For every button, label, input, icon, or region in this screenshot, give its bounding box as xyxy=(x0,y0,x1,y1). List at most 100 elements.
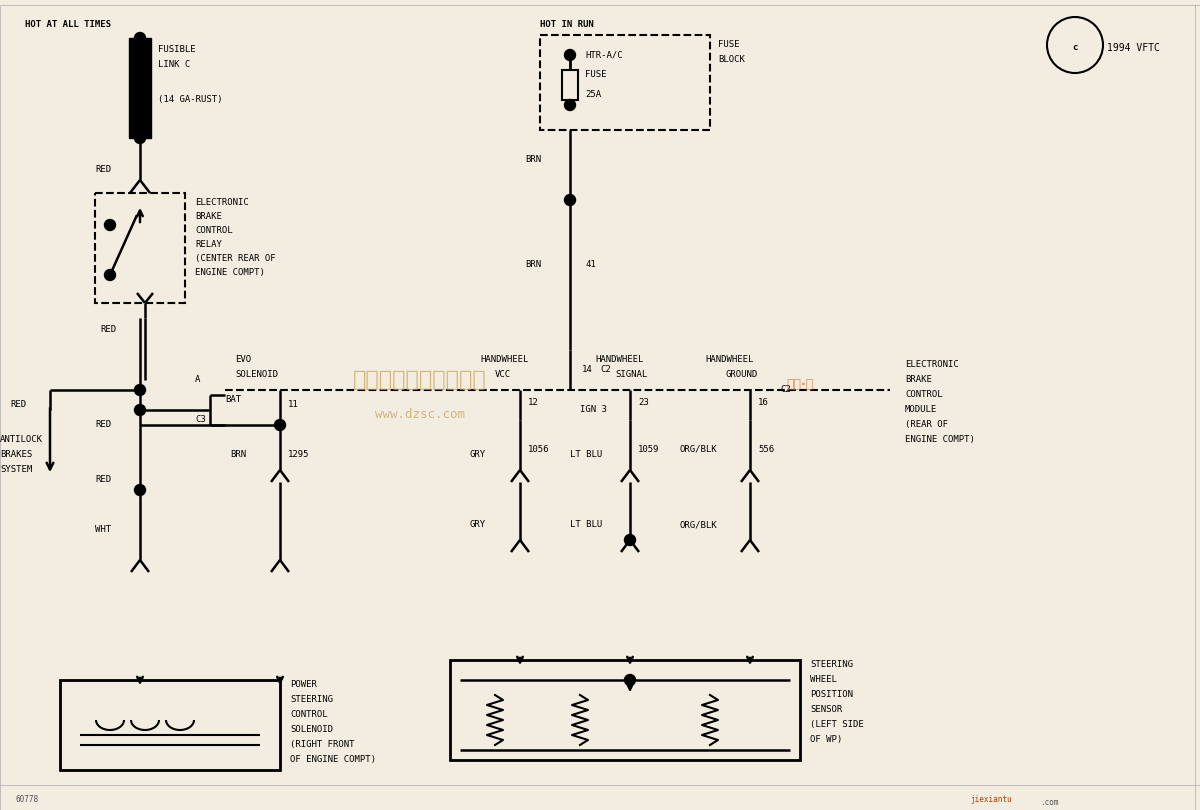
Text: HOT AT ALL TIMES: HOT AT ALL TIMES xyxy=(25,20,112,29)
Circle shape xyxy=(134,32,145,44)
Text: ANTILOCK: ANTILOCK xyxy=(0,435,43,444)
Circle shape xyxy=(564,100,576,110)
Text: RED: RED xyxy=(95,420,112,429)
Text: ENGINE COMPT): ENGINE COMPT) xyxy=(194,268,265,277)
Text: HANDWHEEL: HANDWHEEL xyxy=(595,355,643,364)
Text: RED: RED xyxy=(95,475,112,484)
Text: 1994 VFTC: 1994 VFTC xyxy=(1108,43,1160,53)
Bar xyxy=(540,35,710,130)
Circle shape xyxy=(564,49,576,61)
Text: BRAKES: BRAKES xyxy=(0,450,32,459)
Text: .com: .com xyxy=(1040,798,1058,807)
Text: MODULE: MODULE xyxy=(905,405,937,414)
Circle shape xyxy=(564,194,576,206)
Text: C3: C3 xyxy=(194,415,205,424)
Text: EVO: EVO xyxy=(235,355,251,364)
Circle shape xyxy=(134,133,145,143)
Text: BAT: BAT xyxy=(226,395,241,404)
Text: POSITION: POSITION xyxy=(810,690,853,699)
Text: (CENTER REAR OF: (CENTER REAR OF xyxy=(194,254,276,263)
Text: C2: C2 xyxy=(780,385,791,394)
Text: 1295: 1295 xyxy=(288,450,310,459)
Bar xyxy=(450,660,800,760)
Text: HOT IN RUN: HOT IN RUN xyxy=(540,20,594,29)
Text: BRAKE: BRAKE xyxy=(905,375,932,384)
Text: 41: 41 xyxy=(586,260,595,269)
Circle shape xyxy=(134,404,145,416)
Bar xyxy=(130,38,151,138)
Text: BRN: BRN xyxy=(526,260,541,269)
Text: LT BLU: LT BLU xyxy=(570,450,602,459)
Text: C2: C2 xyxy=(600,365,611,374)
Bar xyxy=(95,193,185,303)
Bar xyxy=(60,680,280,770)
Text: RED: RED xyxy=(10,400,26,409)
Text: 1056: 1056 xyxy=(528,445,550,454)
Text: ELECTRONIC: ELECTRONIC xyxy=(905,360,959,369)
Text: ENGINE COMPT): ENGINE COMPT) xyxy=(905,435,974,444)
Text: BRAKE: BRAKE xyxy=(194,212,222,221)
Text: HTR-A/C: HTR-A/C xyxy=(586,50,623,59)
Text: 维库·车: 维库·车 xyxy=(786,378,814,391)
Text: HANDWHEEL: HANDWHEEL xyxy=(480,355,528,364)
Text: ORG/BLK: ORG/BLK xyxy=(680,520,718,529)
Text: BRN: BRN xyxy=(526,155,541,164)
Text: 25A: 25A xyxy=(586,90,601,99)
Text: www.dzsc.com: www.dzsc.com xyxy=(374,408,466,421)
Text: OF WP): OF WP) xyxy=(810,735,842,744)
Text: SENSOR: SENSOR xyxy=(810,705,842,714)
Text: HANDWHEEL: HANDWHEEL xyxy=(706,355,754,364)
Circle shape xyxy=(275,420,286,430)
Circle shape xyxy=(134,385,145,395)
Text: SYSTEM: SYSTEM xyxy=(0,465,32,474)
Text: c: c xyxy=(1073,44,1078,53)
Text: RED: RED xyxy=(95,165,112,174)
Text: 60778: 60778 xyxy=(14,795,38,804)
Text: LINK C: LINK C xyxy=(158,60,191,69)
Text: 12: 12 xyxy=(528,398,539,407)
Text: (RIGHT FRONT: (RIGHT FRONT xyxy=(290,740,354,749)
Text: 14: 14 xyxy=(582,365,593,374)
Circle shape xyxy=(624,535,636,545)
Text: IGN 3: IGN 3 xyxy=(580,405,607,414)
Text: A: A xyxy=(194,375,200,384)
Text: 杭州将睿科技有限公司: 杭州将睿科技有限公司 xyxy=(353,370,487,390)
Text: 23: 23 xyxy=(638,398,649,407)
Text: ELECTRONIC: ELECTRONIC xyxy=(194,198,248,207)
Text: GRY: GRY xyxy=(470,520,486,529)
Text: GROUND: GROUND xyxy=(725,370,757,379)
Circle shape xyxy=(134,484,145,496)
Text: GRY: GRY xyxy=(470,450,486,459)
Text: (14 GA-RUST): (14 GA-RUST) xyxy=(158,95,222,104)
Text: (LEFT SIDE: (LEFT SIDE xyxy=(810,720,864,729)
Text: BRN: BRN xyxy=(230,450,246,459)
Text: FUSIBLE: FUSIBLE xyxy=(158,45,196,54)
Text: BLOCK: BLOCK xyxy=(718,55,745,64)
Text: VCC: VCC xyxy=(496,370,511,379)
Text: STEERING: STEERING xyxy=(810,660,853,669)
Text: WHT: WHT xyxy=(95,525,112,534)
Text: (REAR OF: (REAR OF xyxy=(905,420,948,429)
Text: SOLENOID: SOLENOID xyxy=(235,370,278,379)
Text: RELAY: RELAY xyxy=(194,240,222,249)
Text: LT BLU: LT BLU xyxy=(570,520,602,529)
Text: CONTROL: CONTROL xyxy=(905,390,943,399)
Text: 556: 556 xyxy=(758,445,774,454)
Text: RED: RED xyxy=(100,325,116,334)
Circle shape xyxy=(104,270,115,280)
Text: SOLENOID: SOLENOID xyxy=(290,725,334,734)
Circle shape xyxy=(624,675,636,685)
Bar xyxy=(60,680,280,770)
Text: OF ENGINE COMPT): OF ENGINE COMPT) xyxy=(290,755,376,764)
Text: ORG/BLK: ORG/BLK xyxy=(680,445,718,454)
Text: POWER: POWER xyxy=(290,680,317,689)
Text: FUSE: FUSE xyxy=(586,70,606,79)
Text: 1059: 1059 xyxy=(638,445,660,454)
Text: CONTROL: CONTROL xyxy=(290,710,328,719)
Text: jiexiantu: jiexiantu xyxy=(970,795,1012,804)
Circle shape xyxy=(104,220,115,231)
Bar xyxy=(562,70,578,100)
Text: WHEEL: WHEEL xyxy=(810,675,836,684)
Text: 16: 16 xyxy=(758,398,769,407)
Text: FUSE: FUSE xyxy=(718,40,739,49)
